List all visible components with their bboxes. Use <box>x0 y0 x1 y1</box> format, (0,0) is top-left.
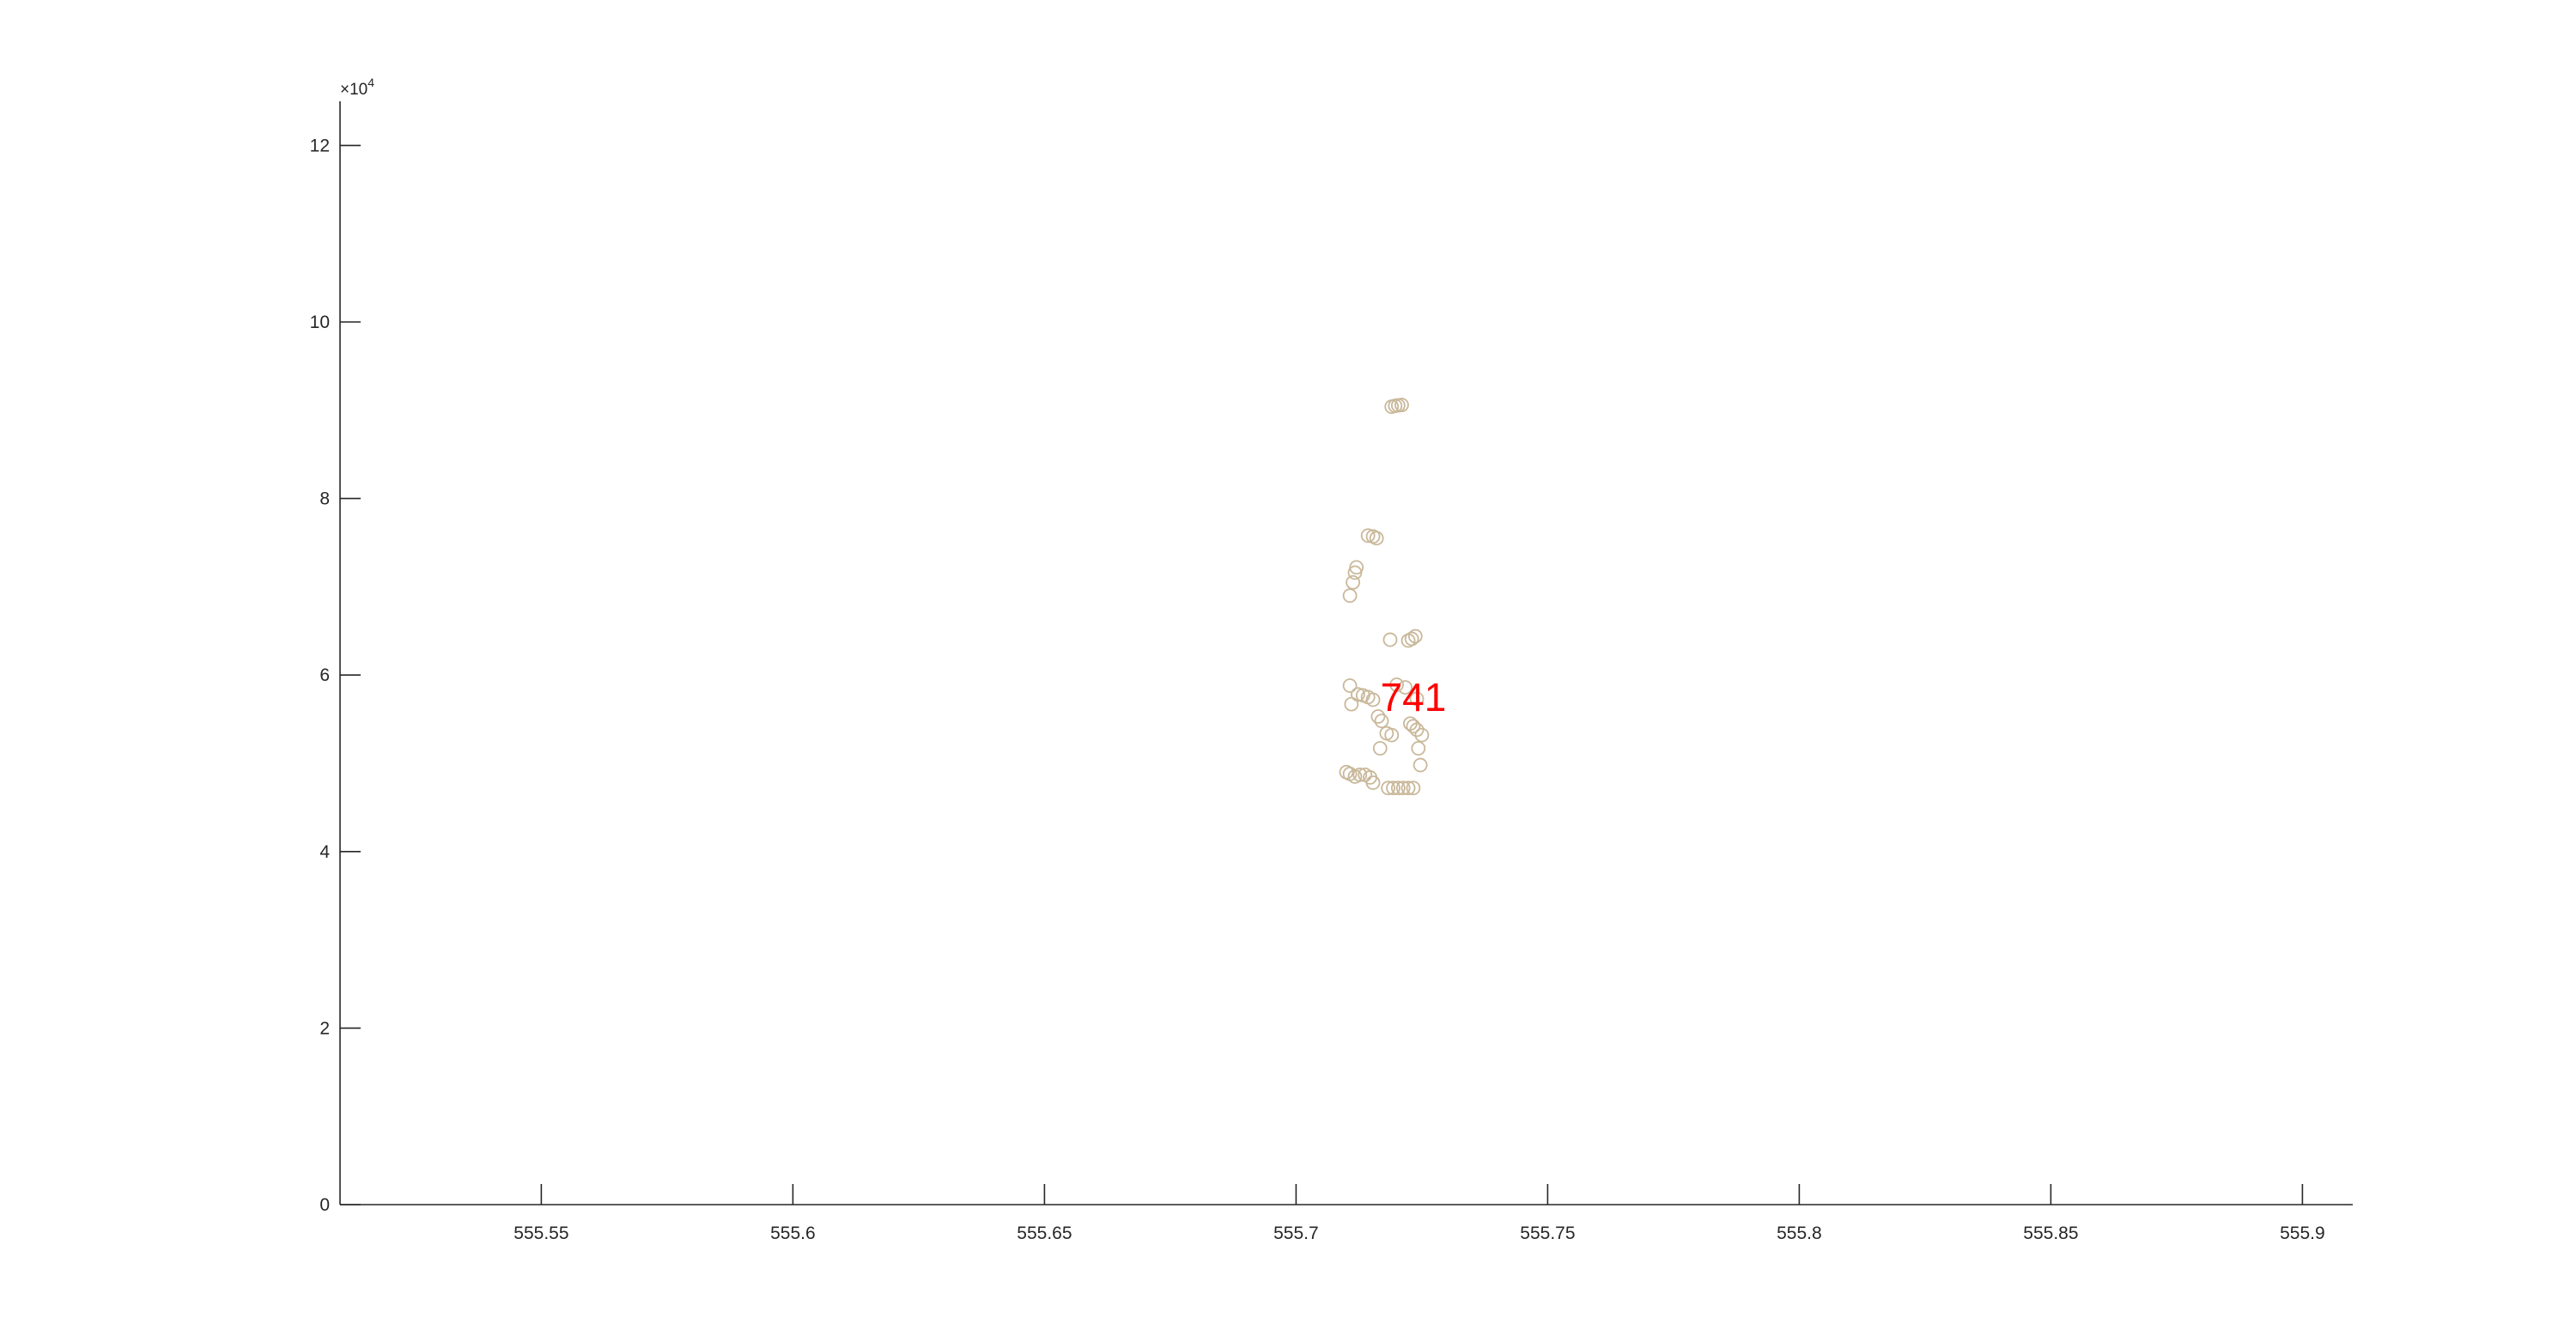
scatter-point <box>1351 687 1365 702</box>
scatter-point <box>1414 727 1430 743</box>
y-tick-label: 0 <box>319 1195 330 1215</box>
scatter-point <box>1349 560 1364 575</box>
x-tick-label: 555.6 <box>770 1224 816 1243</box>
scatter-point <box>1369 531 1384 546</box>
scatter-point <box>1404 631 1419 647</box>
scatter-point <box>1360 528 1376 543</box>
x-tick-label: 555.55 <box>513 1224 568 1243</box>
scatter-point <box>1352 767 1368 782</box>
y-tick-label: 6 <box>319 665 330 685</box>
x-axis-ticks: 555.55 555.6 555.65 555.7 555.75 555.8 555.85 5… <box>513 1184 2325 1243</box>
point-annotation-label: 741 <box>1381 675 1447 720</box>
y-tick-label: 10 <box>310 313 330 332</box>
y-axis-exponent-power: 4 <box>368 76 374 89</box>
y-tick-label: 2 <box>319 1018 330 1038</box>
scatter-point <box>1395 780 1411 796</box>
scatter-point <box>1381 780 1396 796</box>
scatter-point <box>1400 780 1416 796</box>
scatter-point <box>1398 680 1413 695</box>
scatter-point <box>1411 741 1426 756</box>
scatter-point <box>1365 775 1381 791</box>
scatter-point <box>1394 398 1409 413</box>
scatter-point <box>1406 719 1421 734</box>
y-axis-exponent: ×104 <box>340 76 374 99</box>
scatter-point <box>1389 677 1404 692</box>
y-tick-label: 4 <box>319 842 330 862</box>
scatter-markers <box>1339 398 1430 796</box>
scatter-point <box>1342 678 1358 693</box>
x-tick-label: 555.85 <box>2023 1224 2078 1243</box>
scatter-point <box>1413 757 1428 773</box>
y-tick-label: 8 <box>319 489 330 509</box>
scatter-point <box>1372 741 1388 756</box>
scatter-point <box>1386 780 1400 796</box>
scatter-point <box>1382 632 1398 647</box>
scatter-point <box>1342 588 1358 604</box>
scatter-point <box>1384 727 1400 743</box>
scatter-point <box>1370 709 1386 724</box>
x-tick-label: 555.9 <box>2280 1224 2325 1243</box>
x-tick-label: 555.7 <box>1273 1224 1319 1243</box>
scatter-point <box>1346 574 1361 590</box>
x-tick-label: 555.65 <box>1017 1224 1072 1243</box>
x-tick-label: 555.75 <box>1520 1224 1575 1243</box>
scatter-point <box>1347 565 1363 580</box>
scatter-point <box>1390 780 1406 796</box>
x-tick-label: 555.8 <box>1777 1224 1822 1243</box>
scatter-point <box>1406 780 1421 796</box>
scatter-point <box>1409 722 1425 738</box>
scatter-point <box>1365 692 1381 707</box>
y-axis-exponent-base: ×10 <box>340 81 368 99</box>
y-tick-label: 12 <box>310 136 330 155</box>
scatter-point <box>1344 696 1359 712</box>
scatter-point <box>1407 628 1423 644</box>
y-axis-ticks: 0 2 4 6 8 10 12 <box>310 136 361 1215</box>
scatter-point <box>1374 714 1389 729</box>
scatter-point <box>1409 691 1425 707</box>
